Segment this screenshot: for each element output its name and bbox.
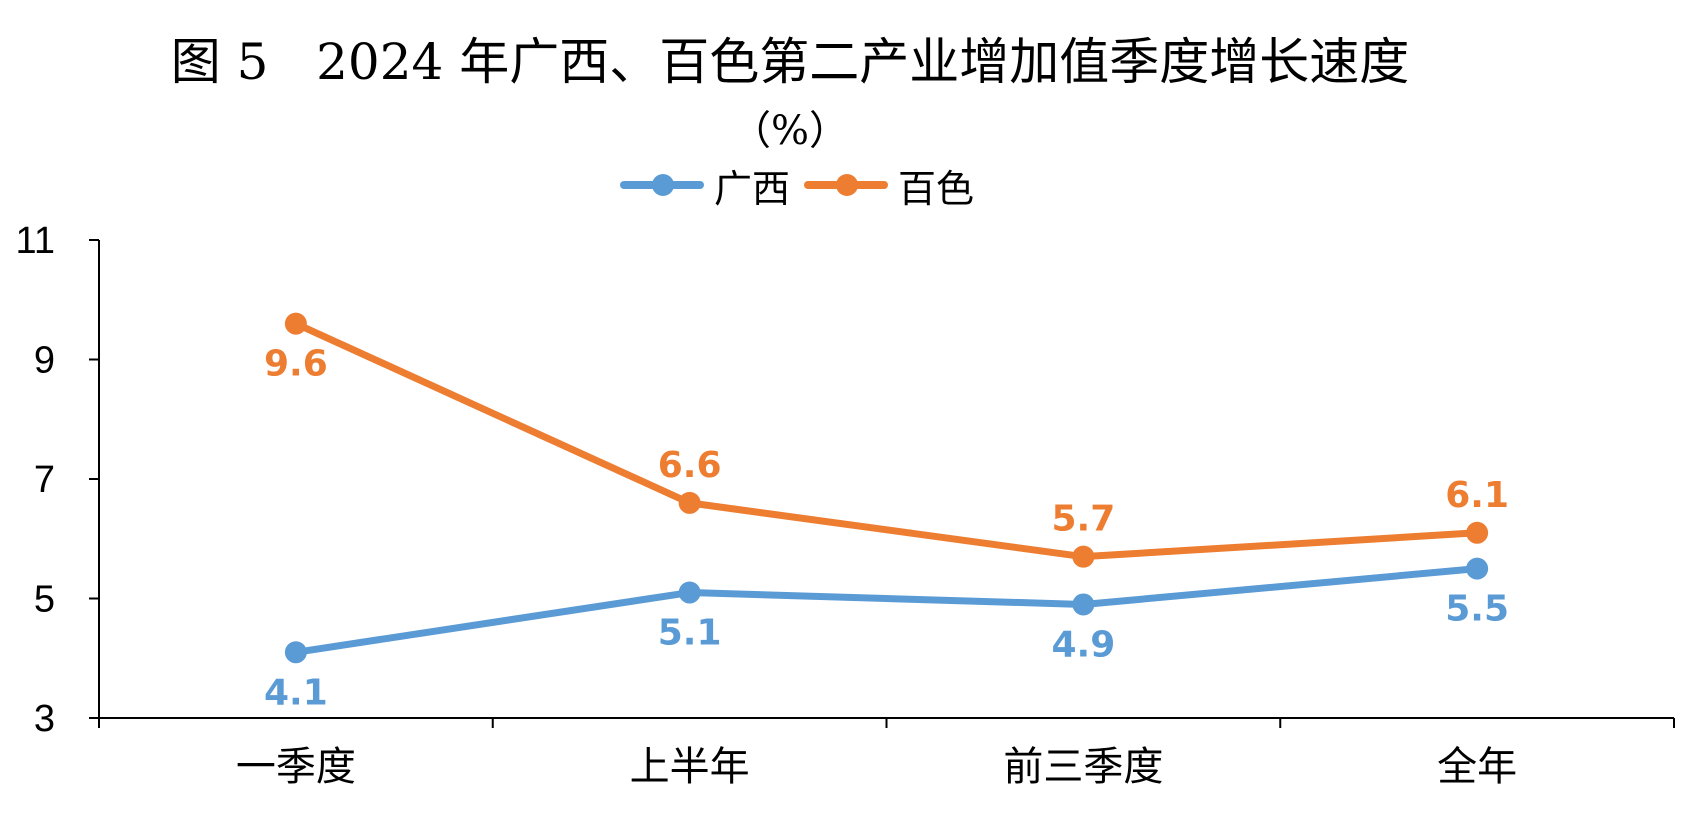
x-category-label: 一季度 — [236, 744, 356, 790]
data-label: 4.1 — [264, 672, 328, 713]
x-category-label: 前三季度 — [1003, 744, 1163, 790]
series-line-guangxi — [292, 565, 1481, 656]
chart-title: 图 5 2024 年广西、百色第二产业增加值季度增长速度 — [170, 33, 1410, 91]
y-tick-label: 3 — [34, 698, 55, 740]
legend-marker-guangxi — [652, 174, 674, 196]
data-label: 6.6 — [658, 445, 722, 486]
legend-swatch-baise — [804, 174, 889, 196]
data-point — [678, 491, 701, 514]
chart-unit: （%） — [730, 108, 849, 154]
data-label: 4.9 — [1051, 624, 1115, 665]
data-label: 6.1 — [1445, 475, 1509, 516]
data-label: 5.7 — [1051, 499, 1115, 540]
y-tick-label: 7 — [34, 459, 55, 501]
legend-item-baise: 百色 — [804, 158, 974, 213]
y-tick-label: 11 — [16, 220, 55, 262]
x-category-label: 全年 — [1437, 744, 1517, 790]
data-point — [284, 312, 307, 335]
data-point — [1466, 521, 1489, 544]
data-point — [1072, 545, 1095, 568]
x-category-label: 上半年 — [630, 744, 750, 790]
legend-item-guangxi: 广西 — [620, 158, 790, 213]
legend: 广西 百色 — [620, 158, 974, 213]
data-point — [1466, 557, 1489, 580]
data-label: 5.1 — [658, 613, 722, 654]
legend-swatch-guangxi — [620, 174, 704, 196]
data-label: 9.6 — [264, 344, 328, 385]
data-point — [678, 581, 701, 604]
legend-label-guangxi: 广西 — [714, 166, 791, 211]
legend-label-baise: 百色 — [898, 166, 975, 211]
y-tick-label: 9 — [34, 340, 55, 382]
data-point — [1072, 593, 1095, 616]
data-label: 5.5 — [1445, 589, 1509, 630]
legend-marker-baise — [836, 174, 859, 196]
y-tick-label: 5 — [34, 579, 55, 621]
series-line-baise — [292, 320, 1481, 561]
data-point — [284, 641, 307, 664]
